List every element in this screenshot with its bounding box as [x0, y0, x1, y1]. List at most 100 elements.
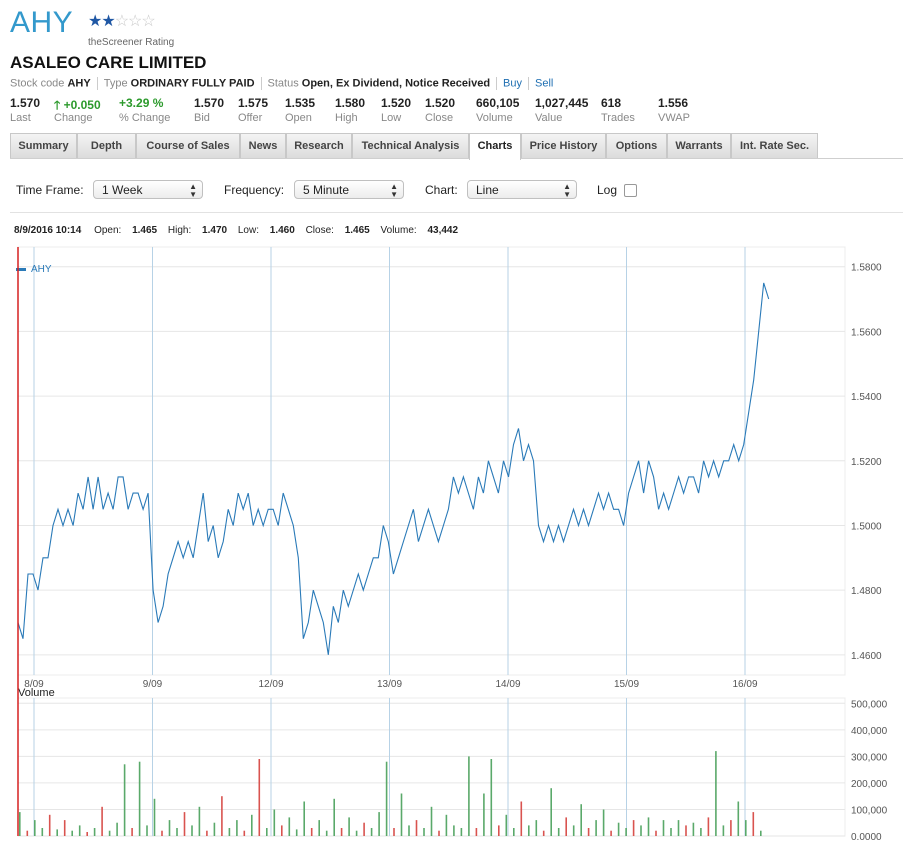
- volume-bar: [722, 825, 725, 836]
- volume-bar: [617, 822, 620, 836]
- log-label: Log: [597, 183, 618, 197]
- stock-code-label: Stock code: [10, 77, 65, 90]
- price-tick-label: 1.5600: [851, 327, 882, 338]
- volume-bar: [93, 828, 96, 836]
- stat-offer-label: Offer: [238, 112, 263, 124]
- volume-bar: [468, 756, 470, 836]
- stat-trades: 618: [601, 96, 622, 110]
- volume-bar: [19, 812, 21, 836]
- stat-low-label: Low: [381, 112, 402, 124]
- tab-depth[interactable]: Depth: [77, 133, 136, 158]
- volume-bar: [161, 830, 163, 836]
- frequency-select[interactable]: 5 Minute ▲ ▼: [294, 180, 404, 199]
- chart-type-select[interactable]: Line ▲ ▼: [467, 180, 577, 199]
- date-tick-label: 13/09: [377, 679, 402, 690]
- volume-bar: [647, 817, 650, 836]
- star-empty-icon: ☆: [114, 13, 129, 30]
- price-tick-label: 1.5400: [851, 392, 882, 403]
- tab-options[interactable]: Options: [606, 133, 667, 158]
- tab-bar: Summary Depth Course of Sales News Resea…: [10, 133, 903, 160]
- frequency-label: Frequency:: [224, 183, 285, 197]
- volume-bar: [677, 820, 680, 836]
- type-label: Type: [103, 77, 128, 90]
- volume-bar: [587, 828, 590, 836]
- stat-close-label: Close: [425, 112, 454, 124]
- tab-price-history[interactable]: Price History: [521, 133, 606, 158]
- volume-bar: [138, 761, 141, 836]
- rating-label: theScreener Rating: [88, 37, 175, 48]
- stat-value-label: Value: [535, 112, 563, 124]
- price-series-line: [17, 282, 770, 655]
- volume-bar: [191, 825, 193, 836]
- date-tick-label: 14/09: [495, 679, 520, 690]
- volume-bar: [228, 828, 231, 836]
- star-empty-icon: ☆: [128, 13, 142, 30]
- status-value: Open, Ex Dividend, Notice Received: [301, 77, 491, 90]
- volume-bar: [281, 825, 283, 836]
- volume-bar: [415, 820, 418, 836]
- volume-bar: [295, 829, 298, 836]
- volume-bar: [318, 820, 320, 836]
- sell-link[interactable]: Sell: [535, 77, 554, 90]
- legend-label: AHY: [31, 264, 52, 275]
- volume-bar: [348, 817, 350, 836]
- quote-high: High: 1.470: [167, 225, 228, 236]
- volume-tick-label: 300,000: [851, 752, 888, 763]
- price-volume-chart[interactable]: 1.4600 1.4800 1.5000 1.5200 1.5400 1.5600 1.58…: [0, 240, 903, 854]
- volume-bar: [146, 825, 148, 836]
- tab-summary[interactable]: Summary: [10, 133, 77, 158]
- stat-close: 1.520: [425, 96, 456, 110]
- volume-bar: [662, 820, 665, 836]
- volume-bar: [685, 825, 687, 836]
- tab-course-of-sales[interactable]: Course of Sales: [136, 133, 240, 158]
- volume-bar: [760, 830, 762, 836]
- volume-bar: [378, 812, 380, 836]
- quote-low: Low: 1.460: [237, 225, 295, 236]
- buy-link[interactable]: Buy: [503, 77, 523, 90]
- stat-bid-label: Bid: [194, 112, 210, 124]
- volume-bar: [41, 828, 44, 836]
- volume-bar: [101, 806, 103, 836]
- timeframe-select[interactable]: 1 Week ▲ ▼: [93, 180, 203, 199]
- volume-bar: [595, 820, 597, 836]
- tab-technical-analysis[interactable]: Technical Analysis: [352, 133, 469, 158]
- tab-warrants[interactable]: Warrants: [667, 133, 731, 158]
- tabbar-line: [10, 158, 903, 159]
- volume-bar: [303, 801, 305, 836]
- select-arrows-icon: ▲ ▼: [563, 182, 571, 199]
- tab-charts[interactable]: Charts: [469, 133, 521, 160]
- volume-bar: [48, 814, 51, 836]
- stock-code: AHY: [67, 77, 91, 90]
- volume-bar: [438, 830, 440, 836]
- log-checkbox[interactable]: [624, 184, 637, 197]
- volume-bar: [56, 829, 58, 836]
- volume-bar: [213, 822, 216, 836]
- volume-tick-label: 200,000: [851, 779, 888, 790]
- select-arrows-icon: ▲ ▼: [390, 182, 398, 199]
- volume-bar: [655, 830, 657, 836]
- volume-bar: [63, 820, 66, 836]
- stat-value: 1,027,445: [535, 96, 589, 110]
- quote-volume: Volume: 43,442: [380, 225, 459, 236]
- volume-bar: [752, 812, 755, 836]
- stat-open-label: Open: [285, 112, 312, 124]
- volume-bar: [71, 830, 73, 836]
- tab-int-rate-sec[interactable]: Int. Rate Sec.: [731, 133, 818, 158]
- volume-bar: [542, 830, 545, 836]
- volume-bar: [206, 830, 208, 836]
- volume-bar: [445, 814, 448, 836]
- volume-tick-label: 0.0000: [851, 832, 882, 843]
- company-name: ASALEO CARE LIMITED: [10, 53, 207, 72]
- tab-news[interactable]: News: [240, 133, 286, 158]
- volume-bar: [251, 814, 253, 836]
- stat-vwap: 1.556: [658, 96, 689, 110]
- date-tick-label: 12/09: [258, 679, 283, 690]
- quote-readout: 8/9/2016 10:14 Open: 1.465 High: 1.470 L…: [14, 225, 466, 236]
- volume-bar: [198, 806, 201, 836]
- timeframe-label: Time Frame:: [16, 183, 84, 197]
- volume-bar: [123, 764, 126, 836]
- volume-bar: [737, 801, 740, 836]
- stat-high: 1.580: [335, 96, 366, 110]
- quote-close: Close: 1.465: [305, 225, 370, 236]
- tab-research[interactable]: Research: [286, 133, 352, 158]
